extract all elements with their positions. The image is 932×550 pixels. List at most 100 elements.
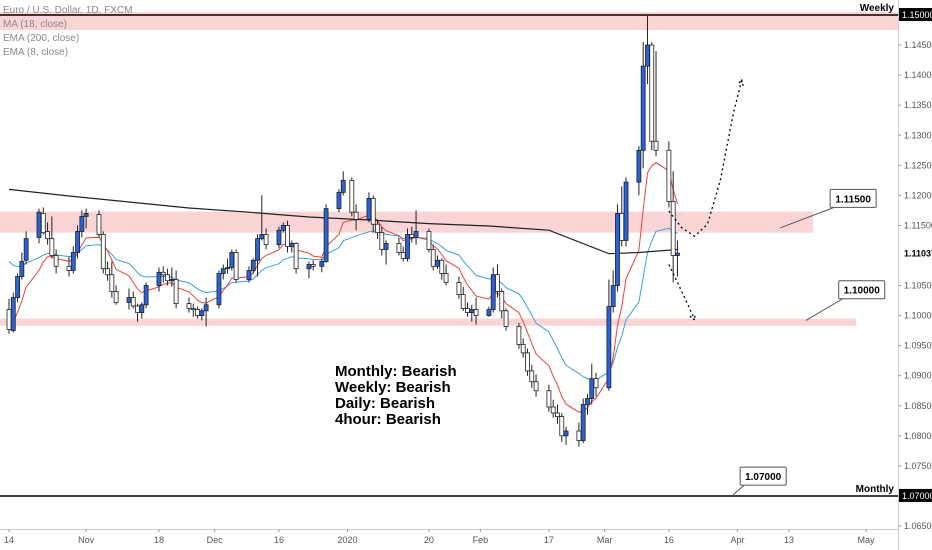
candle[interactable] — [216, 270, 222, 309]
candle[interactable] — [666, 141, 672, 208]
candle[interactable] — [499, 288, 505, 319]
candle[interactable] — [233, 249, 239, 283]
candle[interactable] — [173, 270, 179, 309]
candle[interactable] — [15, 273, 20, 303]
candle[interactable] — [456, 276, 462, 299]
candle[interactable] — [319, 258, 325, 273]
candle-body — [169, 279, 175, 282]
candle[interactable] — [336, 189, 342, 213]
candle[interactable] — [593, 372, 599, 397]
candle[interactable] — [246, 266, 252, 283]
candle[interactable] — [370, 195, 376, 233]
candle[interactable] — [130, 291, 136, 309]
candle[interactable] — [23, 231, 29, 265]
candle[interactable] — [550, 399, 556, 418]
candle[interactable] — [40, 207, 46, 235]
candle[interactable] — [443, 264, 449, 286]
callout-2[interactable]: 1.07000 — [732, 466, 787, 496]
candle[interactable] — [379, 226, 385, 256]
candle[interactable] — [220, 264, 226, 280]
candle[interactable] — [340, 171, 346, 196]
candle[interactable] — [426, 228, 432, 253]
candle[interactable] — [285, 220, 290, 253]
candle[interactable] — [430, 244, 436, 271]
candle[interactable] — [109, 261, 115, 298]
candle[interactable] — [563, 426, 569, 445]
callout-0[interactable]: 1.11500 — [780, 188, 877, 229]
candle[interactable] — [649, 42, 655, 151]
candle[interactable] — [45, 222, 50, 245]
candle[interactable] — [100, 231, 106, 274]
candle[interactable] — [10, 292, 16, 333]
candle[interactable] — [503, 308, 509, 331]
candle[interactable] — [323, 204, 329, 263]
candle[interactable] — [396, 237, 402, 256]
candle[interactable] — [675, 240, 680, 277]
candle[interactable] — [490, 267, 496, 313]
candle[interactable] — [615, 204, 620, 292]
candle[interactable] — [19, 252, 25, 280]
candle[interactable] — [276, 226, 282, 249]
candle[interactable] — [623, 177, 629, 247]
candle[interactable] — [165, 268, 170, 286]
candle[interactable] — [49, 216, 55, 259]
candle[interactable] — [113, 285, 119, 305]
callout-1[interactable]: 1.10000 — [805, 280, 886, 321]
candle[interactable] — [139, 302, 145, 319]
candle[interactable] — [353, 204, 359, 231]
candle[interactable] — [190, 303, 196, 317]
candles-layer[interactable] — [6, 15, 680, 447]
price-axis[interactable]: 1.15000 1.14500 1.14000 1.13500 1.13000 1.125… — [898, 8, 932, 531]
candle[interactable] — [460, 286, 466, 311]
candle[interactable] — [143, 282, 149, 309]
candle[interactable] — [203, 297, 209, 327]
candle[interactable] — [653, 51, 659, 157]
time-axis[interactable]: 14 Nov 18 Dec 16 2020 20 Feb 17 Mar 16 Apr 13 May — [4, 529, 875, 545]
candle[interactable] — [580, 398, 586, 444]
candle[interactable] — [229, 249, 235, 271]
candle[interactable] — [250, 258, 256, 274]
candle[interactable] — [405, 228, 410, 262]
candle[interactable] — [559, 412, 565, 442]
candle[interactable] — [105, 261, 110, 281]
candle[interactable] — [160, 266, 166, 283]
candle[interactable] — [70, 246, 76, 274]
candle[interactable] — [486, 306, 492, 317]
candle[interactable] — [606, 279, 612, 391]
candle[interactable] — [525, 348, 530, 376]
candle[interactable] — [79, 210, 85, 238]
candle[interactable] — [96, 210, 102, 238]
candle[interactable] — [533, 374, 539, 397]
candle[interactable] — [520, 338, 526, 358]
candle[interactable] — [636, 146, 642, 196]
candle[interactable] — [585, 393, 590, 415]
candle[interactable] — [413, 210, 419, 245]
candle[interactable] — [83, 208, 89, 229]
candle[interactable] — [75, 225, 80, 259]
candle[interactable] — [473, 297, 479, 325]
candle[interactable] — [53, 249, 59, 274]
candle[interactable] — [383, 240, 389, 265]
candle[interactable] — [555, 404, 560, 424]
candle[interactable] — [495, 264, 500, 298]
candle[interactable] — [375, 219, 380, 239]
candle[interactable] — [186, 297, 192, 313]
candle[interactable] — [610, 270, 616, 313]
candle[interactable] — [255, 234, 260, 277]
candle[interactable] — [310, 260, 316, 271]
candle[interactable] — [225, 258, 230, 274]
candle[interactable] — [263, 228, 269, 250]
candle[interactable] — [640, 42, 646, 169]
candle[interactable] — [516, 322, 522, 349]
candle[interactable] — [439, 258, 445, 280]
candle[interactable] — [529, 364, 535, 388]
candle[interactable] — [670, 171, 676, 283]
candle[interactable] — [199, 308, 205, 321]
callouts-layer[interactable]: 1.11500 1.10000 1.07000 — [732, 188, 886, 496]
candle[interactable] — [156, 267, 162, 292]
candle[interactable] — [349, 177, 355, 217]
candle[interactable] — [589, 363, 595, 405]
candle[interactable] — [546, 384, 552, 412]
candle[interactable] — [293, 242, 299, 274]
